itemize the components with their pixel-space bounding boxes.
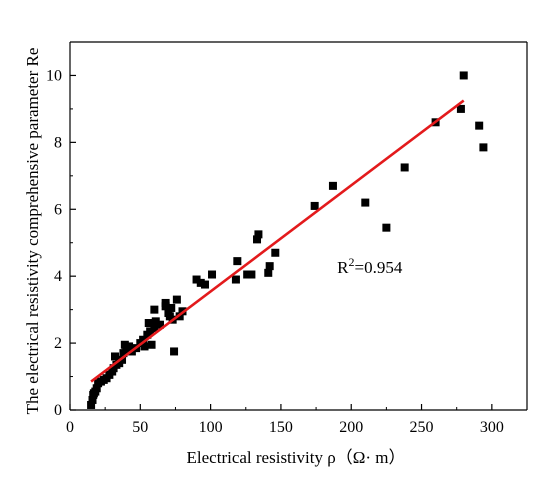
r-squared-value: =0.954	[355, 258, 403, 277]
x-axis-title: Electrical resistivity ρ（Ω· m）	[187, 448, 406, 467]
data-point	[161, 298, 170, 307]
y-tick-label: 0	[54, 402, 62, 419]
x-tick-label: 300	[480, 419, 504, 436]
data-point	[265, 262, 274, 271]
data-point	[192, 275, 201, 284]
data-point	[88, 395, 97, 404]
x-tick-label: 100	[199, 419, 223, 436]
data-point	[200, 280, 209, 289]
data-point	[150, 305, 159, 314]
r-squared-base: R	[337, 258, 349, 277]
r-squared-annotation: R2=0.954	[337, 255, 403, 277]
fit-line-group	[90, 99, 465, 383]
y-axis-title: The electrical resistivity comprehensive…	[23, 48, 42, 415]
data-point	[328, 181, 337, 190]
data-point	[120, 340, 129, 349]
x-tick-label: 250	[410, 419, 434, 436]
data-point	[231, 275, 240, 284]
data-point	[247, 270, 256, 279]
data-points	[87, 71, 488, 409]
data-point	[253, 235, 262, 244]
data-point	[146, 327, 155, 336]
axes: 0 50 100 150 200 250 300 0 2 4 6 8 10	[46, 41, 528, 436]
data-point	[172, 295, 181, 304]
x-tick-label: 50	[132, 419, 148, 436]
data-point	[139, 335, 148, 344]
data-point	[264, 268, 273, 277]
data-point	[125, 342, 134, 351]
x-tick-label: 150	[269, 419, 293, 436]
data-point	[170, 347, 179, 356]
data-point	[150, 324, 159, 333]
data-point	[479, 143, 488, 152]
data-point	[361, 198, 370, 207]
data-point	[196, 278, 205, 287]
data-point	[310, 201, 319, 210]
data-point	[382, 223, 391, 232]
data-point	[208, 270, 217, 279]
data-point	[271, 248, 280, 257]
data-point	[243, 270, 252, 279]
data-point	[475, 121, 484, 130]
data-point	[233, 257, 242, 266]
data-point	[92, 384, 101, 393]
data-point	[151, 317, 160, 326]
fit-line	[90, 99, 465, 383]
data-point	[254, 230, 263, 239]
data-point	[167, 303, 176, 312]
data-point	[400, 163, 409, 172]
data-point	[140, 342, 149, 351]
data-point	[456, 104, 465, 113]
data-point	[459, 71, 468, 80]
y-tick-label: 6	[54, 201, 62, 218]
x-tick-label: 200	[339, 419, 363, 436]
y-tick-label: 4	[54, 268, 62, 285]
r-squared-sup: 2	[349, 255, 355, 269]
data-point	[87, 400, 96, 409]
data-point	[144, 319, 153, 328]
y-tick-label: 10	[46, 67, 62, 84]
y-tick-label: 2	[54, 335, 62, 352]
data-point	[155, 320, 164, 329]
y-tick-label: 8	[54, 134, 62, 151]
x-tick-label: 0	[66, 419, 74, 436]
data-point	[147, 340, 156, 349]
data-point	[110, 352, 119, 361]
